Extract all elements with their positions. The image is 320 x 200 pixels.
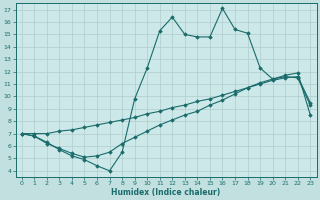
X-axis label: Humidex (Indice chaleur): Humidex (Indice chaleur) xyxy=(111,188,221,197)
